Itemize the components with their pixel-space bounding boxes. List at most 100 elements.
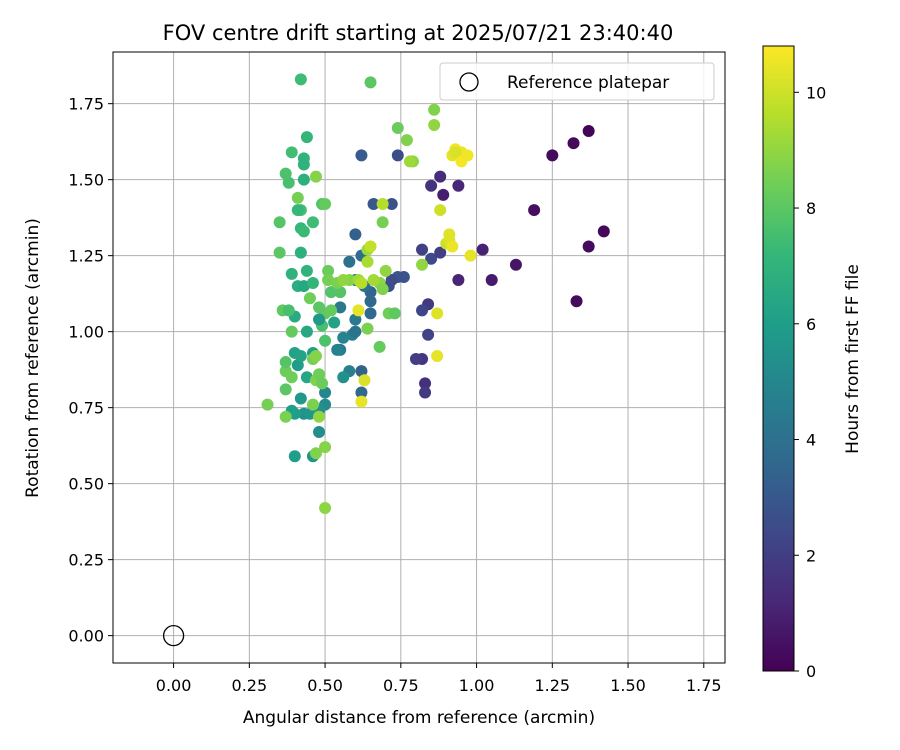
- data-point: [391, 149, 404, 162]
- data-point: [464, 249, 477, 262]
- data-point: [582, 240, 595, 253]
- y-axis-label: Rotation from reference (arcmin): [23, 218, 43, 498]
- data-point: [449, 146, 462, 159]
- data-point: [428, 118, 441, 131]
- data-point: [355, 277, 368, 290]
- data-point: [416, 304, 429, 317]
- data-point: [400, 134, 413, 147]
- data-point: [443, 228, 456, 241]
- data-point: [279, 356, 292, 369]
- chart-title: FOV centre drift starting at 2025/07/21 …: [163, 21, 674, 45]
- scatter-points: [261, 73, 610, 514]
- data-point: [355, 149, 368, 162]
- data-point: [297, 158, 310, 171]
- data-point: [282, 304, 295, 317]
- data-point: [367, 197, 380, 210]
- data-point: [300, 325, 313, 338]
- data-point: [434, 170, 447, 183]
- data-point: [325, 304, 338, 317]
- data-point: [309, 349, 322, 362]
- data-point: [319, 501, 332, 514]
- data-point: [476, 243, 489, 256]
- data-point: [325, 286, 338, 299]
- colorbar-tick-label: 6: [806, 315, 816, 334]
- data-point: [428, 103, 441, 116]
- data-point: [303, 292, 316, 305]
- data-point: [294, 349, 307, 362]
- data-point: [294, 246, 307, 259]
- data-point: [337, 273, 350, 286]
- data-point: [343, 255, 356, 268]
- data-point: [297, 225, 310, 238]
- data-point: [349, 313, 362, 326]
- data-point: [597, 225, 610, 238]
- reference-platepar-marker: [162, 624, 185, 647]
- colorbar-tick-label: 2: [806, 546, 816, 565]
- data-point: [291, 191, 304, 204]
- data-point: [485, 273, 498, 286]
- data-point: [313, 368, 326, 381]
- data-point: [313, 410, 326, 423]
- data-point: [313, 313, 326, 326]
- data-point: [313, 425, 326, 438]
- colorbar-label: Hours from first FF file: [843, 264, 863, 454]
- data-point: [309, 170, 322, 183]
- data-point: [273, 216, 286, 229]
- data-point: [319, 386, 332, 399]
- data-point: [567, 137, 580, 150]
- x-tick-label: 1.50: [610, 676, 646, 695]
- data-point: [388, 307, 401, 320]
- data-point: [364, 240, 377, 253]
- data-point: [358, 374, 371, 387]
- data-point: [385, 197, 398, 210]
- colorbar-tick-label: 10: [806, 83, 826, 102]
- data-point: [364, 295, 377, 308]
- data-point: [297, 173, 310, 186]
- y-tick-label: 0.50: [68, 475, 104, 494]
- data-point: [376, 216, 389, 229]
- data-point: [409, 353, 422, 366]
- data-point: [364, 76, 377, 89]
- x-tick-label: 1.00: [459, 676, 495, 695]
- data-point: [285, 267, 298, 280]
- data-point: [367, 273, 380, 286]
- data-point: [546, 149, 559, 162]
- data-point: [403, 155, 416, 168]
- data-point: [279, 383, 292, 396]
- data-point: [373, 340, 386, 353]
- data-point: [391, 121, 404, 134]
- data-point: [355, 386, 368, 399]
- x-tick-label: 1.25: [534, 676, 570, 695]
- data-point: [285, 146, 298, 159]
- data-point: [319, 441, 332, 454]
- y-tick-label: 0.25: [68, 551, 104, 570]
- legend-entry-reference: Reference platepar: [507, 73, 669, 93]
- data-point: [285, 325, 298, 338]
- data-point: [319, 334, 332, 347]
- data-point: [397, 270, 410, 283]
- colorbar-tick-label: 8: [806, 199, 816, 218]
- data-point: [279, 410, 292, 423]
- data-point: [376, 197, 389, 210]
- data-point: [582, 125, 595, 138]
- data-point: [437, 188, 450, 201]
- data-point: [361, 255, 374, 268]
- data-point: [352, 304, 365, 317]
- data-point: [291, 204, 304, 217]
- data-point: [461, 149, 474, 162]
- data-point: [328, 316, 341, 329]
- data-point: [319, 197, 332, 210]
- data-point: [331, 343, 344, 356]
- data-point: [322, 273, 335, 286]
- data-point: [291, 359, 304, 372]
- data-point: [334, 286, 347, 299]
- data-point: [419, 377, 432, 390]
- data-point: [361, 322, 374, 335]
- data-point: [288, 450, 301, 463]
- data-point: [570, 295, 583, 308]
- data-point: [316, 377, 329, 390]
- data-point: [416, 258, 429, 271]
- colorbar-gradient: [763, 46, 794, 671]
- data-point: [337, 371, 350, 384]
